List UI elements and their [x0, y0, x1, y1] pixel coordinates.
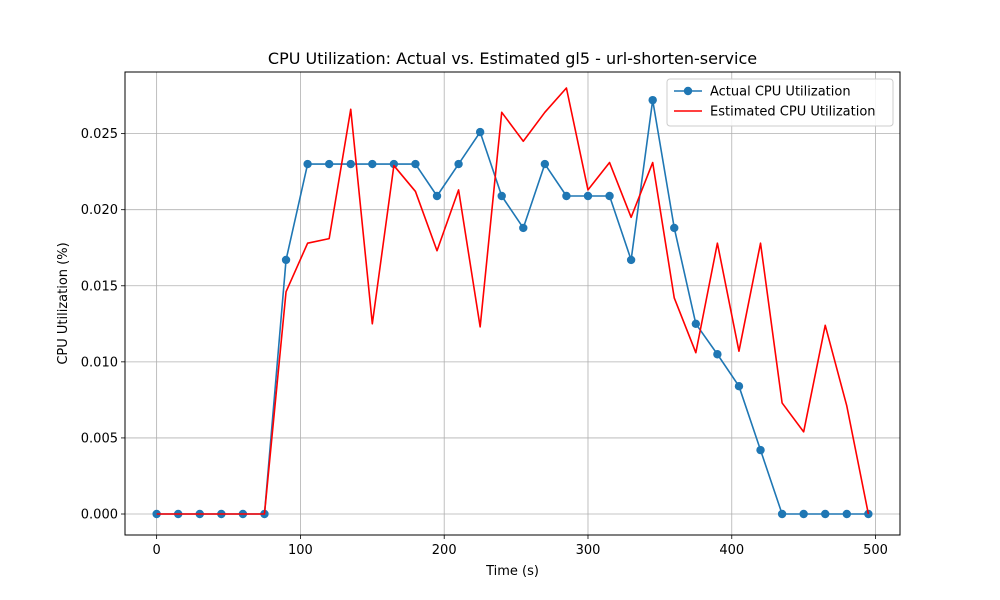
plot-frame	[124, 71, 901, 536]
legend-label: Actual CPU Utilization	[710, 85, 851, 100]
data-point	[411, 159, 420, 169]
x-tick-label: 0	[152, 543, 160, 558]
x-tick-label: 400	[719, 543, 744, 558]
x-axis-label: Time (s)	[485, 564, 539, 579]
series-estimated	[156, 87, 870, 515]
data-point	[475, 127, 485, 137]
legend-swatch-marker	[683, 86, 693, 96]
y-tick-label: 0.025	[81, 127, 118, 142]
data-point	[324, 159, 334, 169]
data-point	[691, 319, 701, 329]
legend-label: Estimated CPU Utilization	[710, 105, 876, 120]
data-point	[648, 95, 657, 105]
x-tick-label: 100	[288, 543, 313, 558]
chart-title: CPU Utilization: Actual vs. Estimated gl…	[268, 49, 757, 68]
data-point	[777, 509, 787, 519]
x-tick-label: 500	[863, 543, 888, 558]
ticks: 0 100 200 300 400 500 0.000 0.005 0.010 0.015 0.02…	[81, 127, 888, 558]
data-point	[842, 509, 851, 519]
data-point	[756, 445, 765, 455]
x-tick-label: 300	[576, 543, 601, 558]
data-point	[389, 159, 399, 169]
data-point	[432, 191, 442, 201]
y-tick-label: 0.005	[81, 431, 118, 446]
legend-box	[666, 78, 894, 127]
data-point	[713, 350, 722, 359]
data-point	[519, 223, 528, 233]
y-axis-label: CPU Utilization (%)	[56, 242, 71, 364]
y-tick-label: 0.020	[81, 203, 118, 218]
data-point	[368, 159, 377, 169]
x-tick-label: 200	[432, 543, 457, 558]
data-point	[821, 509, 830, 519]
series-line	[156, 87, 870, 515]
series-line	[156, 99, 869, 515]
data-point	[626, 255, 636, 265]
data-point	[540, 159, 550, 169]
data-point	[346, 159, 355, 169]
series-layer	[152, 87, 873, 519]
data-point	[562, 191, 571, 201]
y-tick-label: 0.015	[81, 279, 118, 294]
data-point	[583, 191, 593, 201]
data-point	[605, 191, 614, 201]
data-point	[864, 509, 873, 519]
grid	[125, 72, 900, 535]
data-point	[734, 381, 744, 391]
data-point	[303, 159, 312, 169]
legend: Actual CPU Utilization Estimated CPU Util…	[666, 78, 894, 127]
data-point	[281, 255, 291, 265]
legend-entry: Estimated CPU Utilization	[674, 105, 876, 120]
data-point	[670, 223, 679, 233]
legend-entry: Actual CPU Utilization	[674, 85, 851, 100]
y-tick-label: 0.000	[81, 508, 118, 523]
y-tick-label: 0.010	[81, 355, 118, 370]
data-point	[497, 191, 506, 201]
data-point	[454, 159, 463, 169]
data-point	[799, 509, 808, 519]
